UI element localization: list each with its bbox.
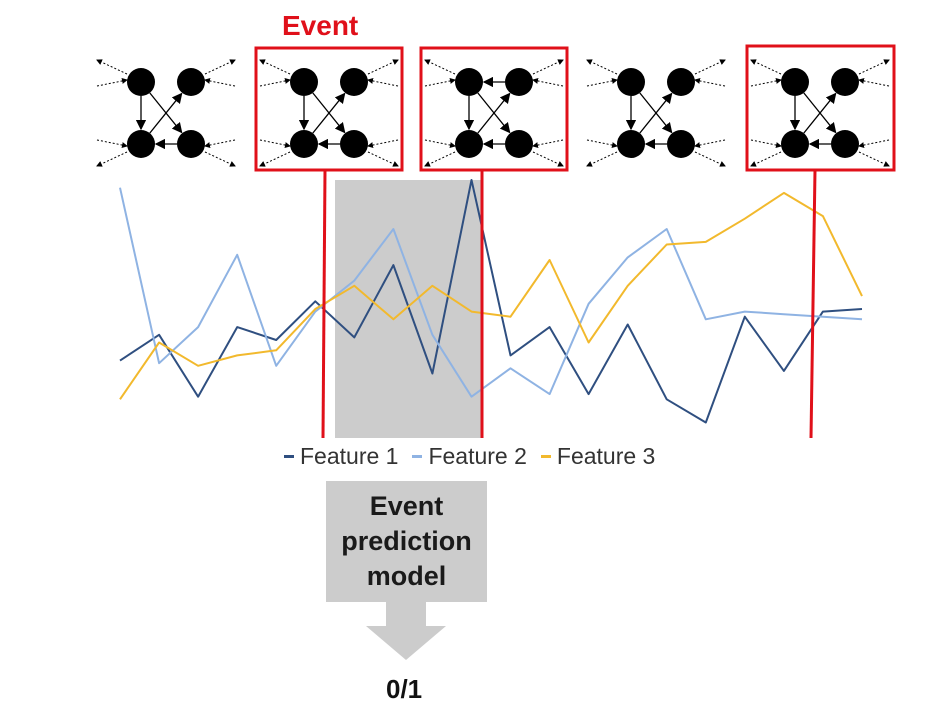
legend-label: Feature 2 xyxy=(428,443,527,469)
series-line-feature-3 xyxy=(119,191,863,400)
external-edge xyxy=(532,78,564,87)
external-edge xyxy=(750,139,782,148)
external-edge xyxy=(259,78,291,87)
external-edge xyxy=(532,139,564,148)
graph-node xyxy=(455,68,483,96)
event-box-2 xyxy=(419,46,569,172)
legend-label: Feature 1 xyxy=(300,443,399,469)
graph-node xyxy=(781,130,809,158)
external-edge xyxy=(750,78,782,87)
external-edge xyxy=(259,59,291,75)
external-edge xyxy=(858,139,890,148)
graph-snapshot-3 xyxy=(424,59,564,167)
external-edge xyxy=(424,78,456,87)
legend-item-feature-3: Feature 3 xyxy=(540,443,656,470)
graph-snapshot-5 xyxy=(750,59,890,167)
internal-edge xyxy=(477,92,511,134)
external-edge xyxy=(586,151,618,167)
graph-node xyxy=(831,68,859,96)
model-label-line: prediction xyxy=(341,525,472,556)
external-edge xyxy=(858,151,890,167)
external-edge xyxy=(96,151,128,167)
event-box-3 xyxy=(745,44,896,172)
external-edge xyxy=(858,59,890,75)
graph-node xyxy=(505,68,533,96)
chart-legend: Feature 1 Feature 2 Feature 3 xyxy=(284,443,655,470)
legend-swatch-feature-3 xyxy=(540,455,551,458)
graph-node xyxy=(831,130,859,158)
external-edge xyxy=(586,59,618,75)
external-edge xyxy=(367,59,399,75)
external-edge xyxy=(858,78,890,87)
graph-node xyxy=(617,68,645,96)
external-edge xyxy=(367,139,399,148)
event-prediction-model-box: Event prediction model xyxy=(326,481,487,602)
external-edge xyxy=(259,151,291,167)
external-edge xyxy=(204,78,236,87)
output-label: 0/1 xyxy=(386,674,423,704)
model-label-line: model xyxy=(366,561,447,592)
graph-node xyxy=(177,68,205,96)
event-marker-3 xyxy=(809,169,817,439)
legend-item-feature-2: Feature 2 xyxy=(412,443,527,470)
external-edge xyxy=(532,59,564,75)
graph-node xyxy=(127,130,155,158)
graph-node xyxy=(667,130,695,158)
graph-node xyxy=(667,68,695,96)
internal-edge xyxy=(149,92,183,134)
graph-snapshot-4 xyxy=(586,59,726,167)
graph-snapshot-1 xyxy=(96,59,236,167)
external-edge xyxy=(750,59,782,75)
external-edge xyxy=(532,151,564,167)
external-edge xyxy=(204,139,236,148)
internal-edge xyxy=(639,92,673,134)
external-edge xyxy=(424,59,456,75)
graph-node xyxy=(290,68,318,96)
external-edge xyxy=(694,59,726,75)
external-edge xyxy=(96,78,128,87)
graph-node xyxy=(177,130,205,158)
external-edge xyxy=(367,78,399,87)
external-edge xyxy=(424,151,456,167)
external-edge xyxy=(204,59,236,75)
external-edge xyxy=(586,139,618,148)
external-edge xyxy=(586,78,618,87)
graph-node xyxy=(455,130,483,158)
graph-node xyxy=(340,130,368,158)
graph-node xyxy=(617,130,645,158)
graph-snapshots xyxy=(96,59,890,167)
internal-edge xyxy=(803,92,837,134)
event-marker-1 xyxy=(321,169,327,439)
legend-swatch-feature-2 xyxy=(412,455,423,458)
graph-node xyxy=(340,68,368,96)
external-edge xyxy=(367,151,399,167)
internal-edge xyxy=(312,92,346,134)
external-edge xyxy=(694,151,726,167)
external-edge xyxy=(694,139,726,148)
external-edge xyxy=(750,151,782,167)
external-edge xyxy=(204,151,236,167)
external-edge xyxy=(424,139,456,148)
legend-item-feature-1: Feature 1 xyxy=(284,443,398,470)
external-edge xyxy=(96,139,128,148)
feature-chart xyxy=(119,179,863,424)
series-line-feature-2 xyxy=(119,187,863,398)
legend-label: Feature 3 xyxy=(556,443,656,469)
event-box-1 xyxy=(254,46,404,172)
model-label-line: Event xyxy=(369,490,444,521)
event-label: Event xyxy=(282,10,359,41)
legend-swatch-feature-1 xyxy=(284,455,294,458)
graph-node xyxy=(781,68,809,96)
graph-node xyxy=(127,68,155,96)
graph-snapshot-2 xyxy=(259,59,399,167)
external-edge xyxy=(694,78,726,87)
external-edge xyxy=(96,59,128,75)
graph-node xyxy=(505,130,533,158)
output-arrow xyxy=(366,602,446,660)
external-edge xyxy=(259,139,291,148)
graph-node xyxy=(290,130,318,158)
series-line-feature-1 xyxy=(119,179,863,424)
